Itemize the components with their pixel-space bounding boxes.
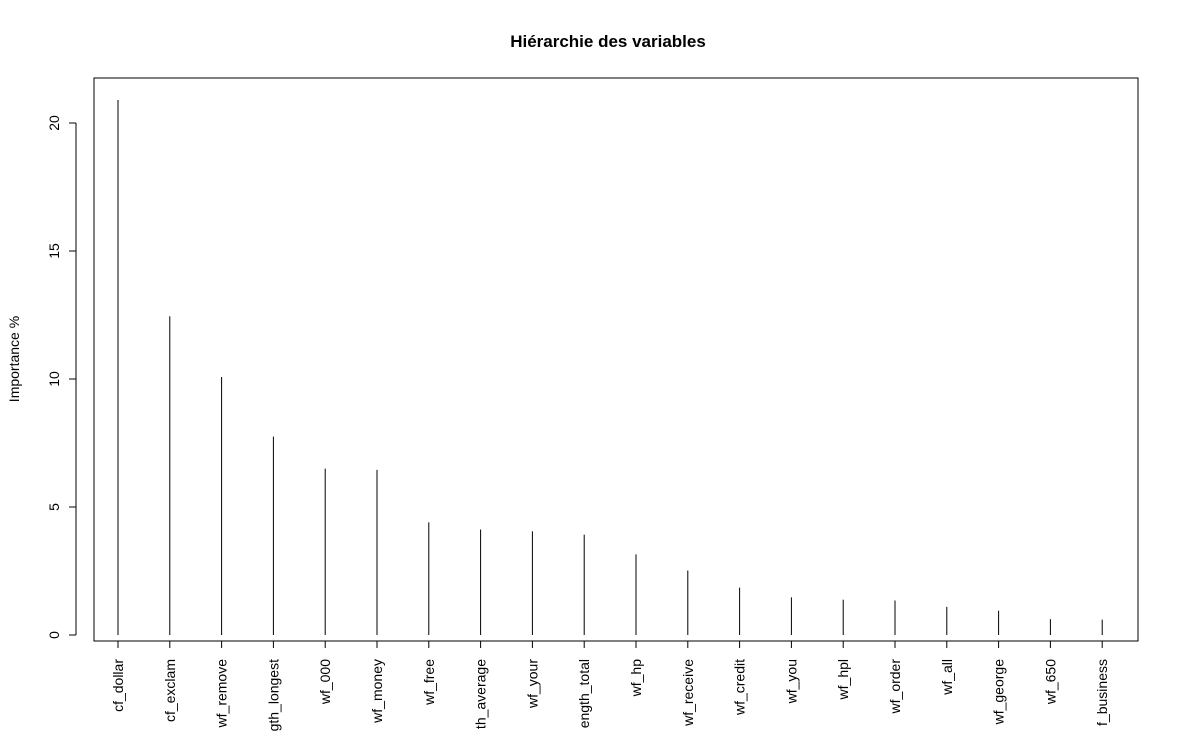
x-tick-label: wf_receive — [680, 659, 696, 727]
x-tick-label: wf_george — [991, 659, 1007, 726]
x-tick-label: wf_money — [369, 659, 385, 724]
x-tick-label: wf_remove — [214, 659, 230, 729]
y-tick-label: 5 — [46, 503, 62, 511]
x-tick-label: cf_exclam — [162, 659, 178, 722]
plot-frame — [93, 77, 1139, 642]
x-tick-label: ength_total — [576, 659, 592, 728]
x-tick-label: wf_order — [887, 659, 903, 715]
x-tick-label: f_business — [1094, 659, 1110, 726]
x-tick-label: wf_free — [421, 659, 437, 706]
x-tick-label: wf_000 — [317, 659, 333, 705]
x-axis-labels: cf_dollar cf_exclam wf_remove gth_longest wf… — [110, 641, 1110, 731]
x-tick-label: gth_longest — [265, 659, 281, 732]
x-tick-label: cf_dollar — [110, 659, 126, 712]
x-tick-label: wf_hp — [628, 659, 644, 698]
bars — [117, 99, 1103, 635]
y-tick-label: 20 — [46, 115, 62, 131]
y-tick-label: 15 — [46, 243, 62, 259]
x-tick-label: th_average — [473, 659, 489, 729]
x-tick-label: wf_credit — [732, 659, 748, 716]
x-tick-label: wf_you — [783, 659, 799, 704]
x-tick-label: wf_your — [524, 659, 540, 709]
x-tick-label: wf_all — [939, 659, 955, 696]
chart-title: Hiérarchie des variables — [510, 32, 706, 51]
y-axis-label: Importance % — [6, 316, 22, 402]
y-axis: 0 5 10 15 20 — [46, 115, 77, 639]
y-tick-label: 0 — [46, 631, 62, 639]
y-tick-label: 10 — [46, 371, 62, 387]
x-tick-label: wf_hpl — [835, 659, 851, 700]
x-tick-label: wf_650 — [1042, 659, 1058, 705]
